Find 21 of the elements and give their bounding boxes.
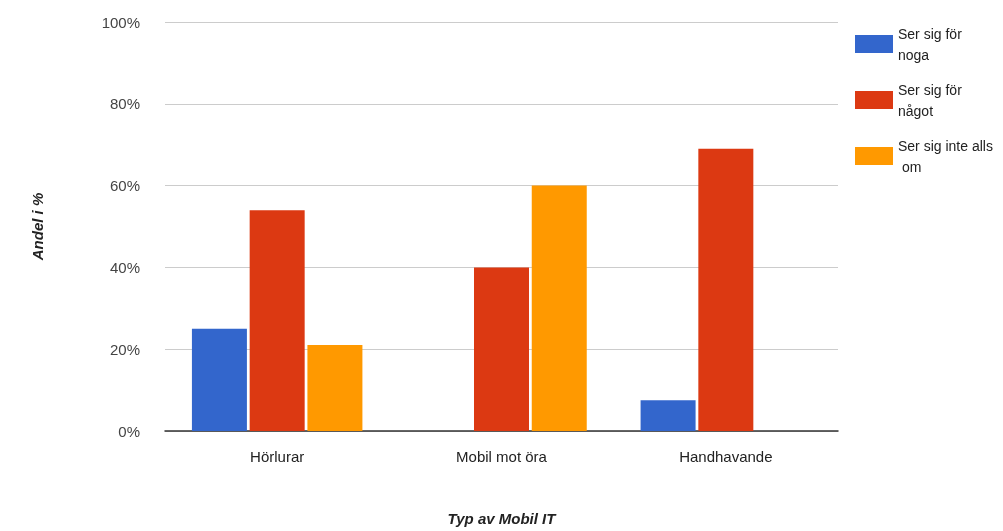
x-tick-label: Handhavande <box>679 448 773 465</box>
bar <box>307 345 363 431</box>
x-tick-label: Hörlurar <box>250 448 305 465</box>
bar <box>531 185 587 431</box>
y-tick-label: 80% <box>109 95 140 113</box>
y-tick-label: 60% <box>109 177 140 195</box>
y-tick-label: 20% <box>109 340 140 358</box>
x-axis-title: Typ av Mobil IT <box>447 510 558 527</box>
bar <box>249 210 305 431</box>
x-tick-label: Mobil mot öra <box>456 448 548 465</box>
legend-label: Ser sig för något <box>898 81 966 119</box>
bar <box>698 148 754 431</box>
y-axis-title: Andel i % <box>29 192 46 262</box>
y-tick-label: 0% <box>118 422 140 440</box>
bar <box>640 400 696 431</box>
y-tick-label: 100% <box>101 13 140 31</box>
y-tick-label: 40% <box>109 258 140 276</box>
bar <box>474 267 529 431</box>
legend-label: Ser sig för noga <box>898 25 966 63</box>
bar <box>191 328 247 431</box>
legend-label: Ser sig inte alls om <box>898 137 993 175</box>
